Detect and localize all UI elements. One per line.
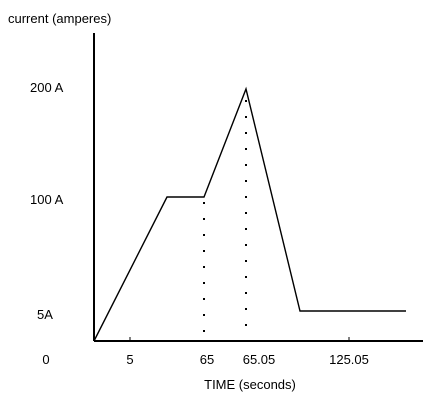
x-tick-125-05: 125.05 [329,352,369,367]
y-axis-title: current (amperes) [8,11,111,26]
x-axis-title: TIME (seconds) [204,377,296,392]
y-tick-200: 200 A [30,80,64,95]
y-tick-5: 5A [37,307,53,322]
x-tick-5: 5 [126,352,133,367]
current-series-line [93,86,406,342]
x-tick-65: 65 [200,352,214,367]
y-tick-100: 100 A [30,192,64,207]
x-tick-0: 0 [42,352,49,367]
x-tick-65-05: 65.05 [243,352,276,367]
